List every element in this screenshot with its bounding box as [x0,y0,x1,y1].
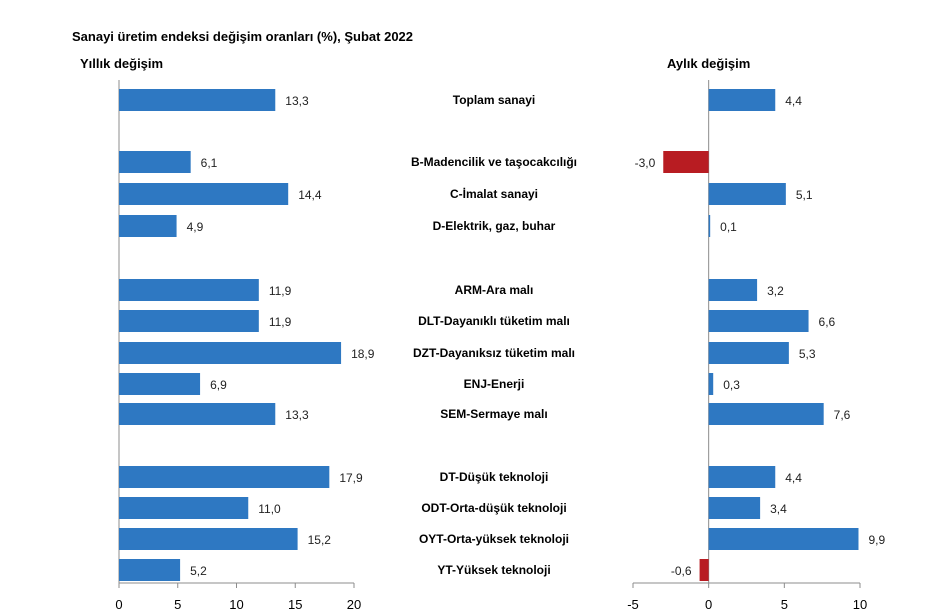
monthly-value-label: 5,3 [799,347,816,361]
annual-bar [119,310,259,332]
category-label: D-Elektrik, gaz, buhar [433,219,556,233]
annual-value-label: 13,3 [285,94,309,108]
annual-tick-label: 20 [347,597,361,612]
category-labels: Toplam sanayi B-Madencilik ve taşocakcılı… [411,93,577,577]
monthly-title: Aylık değişim [667,56,750,71]
annual-value-label: 11,9 [269,284,292,298]
monthly-value-label: 3,4 [770,502,787,516]
annual-bar [119,373,201,395]
monthly-value-label: 5,1 [796,188,813,202]
monthly-bar [663,151,709,173]
annual-value-label: 18,9 [351,347,375,361]
annual-bar [119,403,276,425]
monthly-value-label: 0,3 [723,378,740,392]
monthly-bar [708,215,711,237]
annual-tick-label: 5 [174,597,181,612]
monthly-value-label: 3,2 [767,284,784,298]
monthly-value-label: 6,6 [819,315,836,329]
annual-bar [119,183,289,205]
monthly-value-label: 9,9 [868,533,885,547]
category-label: ODT-Orta-düşük teknoloji [421,501,566,515]
annual-value-label: 14,4 [298,188,322,202]
monthly-value-label: 4,4 [785,471,802,485]
annual-bar [119,279,259,301]
monthly-bar [708,279,758,301]
monthly-value-label: -3,0 [635,156,656,170]
category-label: YT-Yüksek teknoloji [437,563,550,577]
category-label: B-Madencilik ve taşocakcılığı [411,155,577,169]
monthly-change-chart: Aylık değişim -5 0 5 10 4,4 -3,0 5,1 0,1 3,2 6,6 5,… [627,56,885,612]
page-title: Sanayi üretim endeksi değişim oranları (… [72,29,414,44]
annual-bar [119,497,249,519]
category-label: DZT-Dayanıksız tüketim malı [413,346,575,360]
monthly-bar [708,89,776,111]
monthly-bar [708,403,824,425]
monthly-bar [708,466,776,488]
monthly-value-label: 4,4 [785,94,802,108]
monthly-value-label: 0,1 [720,220,737,234]
annual-value-label: 6,1 [201,156,218,170]
monthly-bar [708,373,714,395]
monthly-bar [708,310,809,332]
annual-tick-label: 10 [229,597,243,612]
annual-bar [119,151,191,173]
monthly-bar [708,528,859,550]
monthly-tick-label: 10 [853,597,867,612]
annual-bar [119,215,177,237]
category-label: C-İmalat sanayi [450,186,538,201]
monthly-value-label: 7,6 [834,408,851,422]
annual-change-chart: Yıllık değişim 0 5 10 15 20 13,3 6,1 14,4 4,9 11,9… [80,56,375,612]
annual-value-label: 5,2 [190,564,207,578]
annual-value-label: 6,9 [210,378,227,392]
monthly-bar [708,497,761,519]
annual-bar [119,559,181,581]
annual-tick-label: 0 [115,597,122,612]
monthly-value-label: -0,6 [671,564,692,578]
monthly-tick-label: 0 [705,597,712,612]
annual-bar [119,89,276,111]
annual-title: Yıllık değişim [80,56,163,71]
category-label: Toplam sanayi [453,93,535,107]
monthly-tick-label: 5 [781,597,788,612]
annual-bar [119,466,330,488]
monthly-bar [708,342,789,364]
category-label: OYT-Orta-yüksek teknoloji [419,532,569,546]
annual-value-label: 13,3 [285,408,309,422]
annual-value-label: 17,9 [339,471,363,485]
annual-value-label: 4,9 [187,220,204,234]
annual-value-label: 11,9 [269,315,292,329]
category-label: SEM-Sermaye malı [440,407,547,421]
category-label: DLT-Dayanıklı tüketim malı [418,314,570,328]
annual-value-label: 15,2 [308,533,332,547]
category-label: ENJ-Enerji [464,377,525,391]
annual-bar [119,342,342,364]
category-label: DT-Düşük teknoloji [440,470,549,484]
monthly-bar [708,183,786,205]
annual-tick-label: 15 [288,597,302,612]
category-label: ARM-Ara malı [455,283,534,297]
monthly-tick-label: -5 [627,597,639,612]
annual-bar [119,528,298,550]
annual-value-label: 11,0 [258,502,281,516]
monthly-bar [699,559,709,581]
